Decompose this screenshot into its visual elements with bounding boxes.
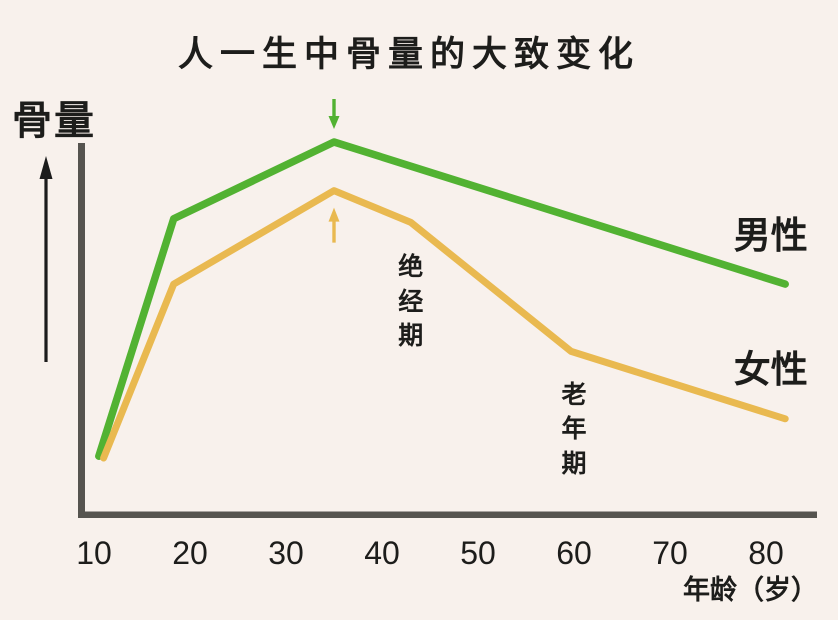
peak-arrow-down-male	[328, 99, 340, 129]
series-label-male: 男性	[733, 214, 808, 256]
y-axis-label: 骨量	[12, 99, 96, 143]
x-tick-80: 80	[748, 535, 784, 571]
chart-title: 人一生中骨量的大致变化	[177, 35, 641, 74]
x-tick-10: 10	[76, 535, 112, 571]
series-label-female: 女性	[733, 349, 808, 391]
annotation-menopause: 绝经期	[398, 253, 424, 351]
x-tick-20: 20	[172, 535, 208, 571]
x-tick-30: 30	[268, 535, 304, 571]
y-axis	[78, 143, 85, 518]
x-tick-60: 60	[556, 535, 592, 571]
x-axis-label: 年龄（岁）	[683, 575, 818, 605]
peak-arrow-up-female	[328, 207, 340, 243]
y-axis-arrow	[39, 156, 53, 362]
series-line-female	[100, 187, 789, 462]
x-tick-70: 70	[652, 535, 688, 571]
x-tick-40: 40	[364, 535, 400, 571]
series-line-male	[95, 138, 789, 460]
x-tick-50: 50	[460, 535, 496, 571]
annotation-old-age: 老年期	[561, 380, 587, 478]
x-axis	[78, 511, 817, 518]
